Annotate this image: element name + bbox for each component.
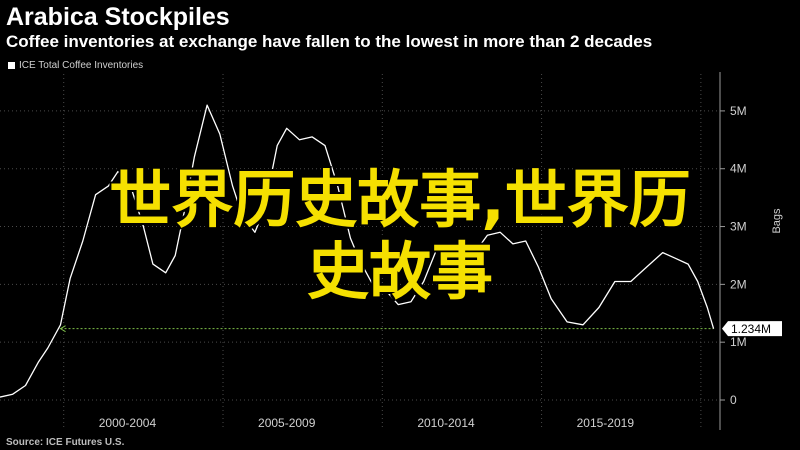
series-line [0,104,715,398]
grid [0,110,720,401]
overlay-text-line2: 史故事 [306,235,493,308]
x-tick-label: 2005-2009 [258,416,316,430]
reference-line-group [59,325,714,333]
legend-swatch [8,62,15,69]
legend: ICE Total Coffee Inventories [8,60,143,71]
y-tick-label: 5M [730,104,747,118]
y-tick-label: 0 [730,393,737,407]
y-tick-label: 2M [730,277,747,291]
chart-title: Arabica Stockpiles [6,3,230,31]
y-tick-label: 3M [730,220,747,234]
legend-label: ICE Total Coffee Inventories [19,60,144,71]
source-note: Source: ICE Futures U.S. [6,437,125,448]
series-group [0,104,715,398]
last-value-badge [722,321,782,337]
reference-arrow [59,325,66,333]
x-tick-label: 2015-2019 [577,416,635,430]
x-tick-label: 2000-2004 [99,416,157,430]
x-tick-label: 2010-2014 [417,416,475,430]
period-separators [63,74,702,430]
y-axis-title: Bags [771,208,783,234]
y-tick-label: 4M [730,162,747,176]
last-value-label: 1.234M [731,322,771,336]
chart-subtitle: Coffee inventories at exchange have fall… [6,32,653,51]
y-tick-label: 1M [730,335,747,349]
overlay-text-line1: 世界历史故事,世界历 [109,163,691,236]
axes: 0 1M 2M 3M 4M 5M 2000-2004 2005-2009 2010-2014 20… [99,72,783,430]
